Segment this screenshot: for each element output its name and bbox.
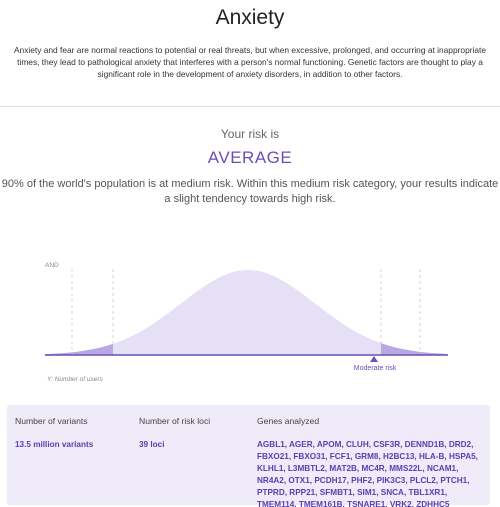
table-header: Genes analyzed [257,416,320,426]
y-axis-label: Y: Number of users [47,376,104,383]
genes-cell: AGBL1, AGER, APOM, CLUH, CSF3R, DENND1B,… [257,440,478,507]
page-title: Anxiety [215,6,285,29]
risk-explanation: 90% of the world's population is at medi… [1,178,499,205]
marker-label: Moderate risk [354,365,397,372]
distribution-chart: AND Moderate risk Y: Number of users [45,262,448,383]
divider [0,106,500,107]
bell-curve [45,270,448,355]
risk-level: AVERAGE [207,148,293,167]
risk-marker [370,356,378,362]
risk-intro: Your risk is [220,127,280,141]
y-top-label: AND [45,262,59,269]
details-table: Number of variants Number of risk loci G… [7,405,490,507]
loci-cell: 39 loci [139,440,165,449]
description: Anxiety and fear are normal reactions to… [13,45,487,79]
variants-cell: 13.5 million variants [15,440,94,449]
table-header: Number of risk loci [139,416,211,426]
table-header: Number of variants [15,416,88,426]
